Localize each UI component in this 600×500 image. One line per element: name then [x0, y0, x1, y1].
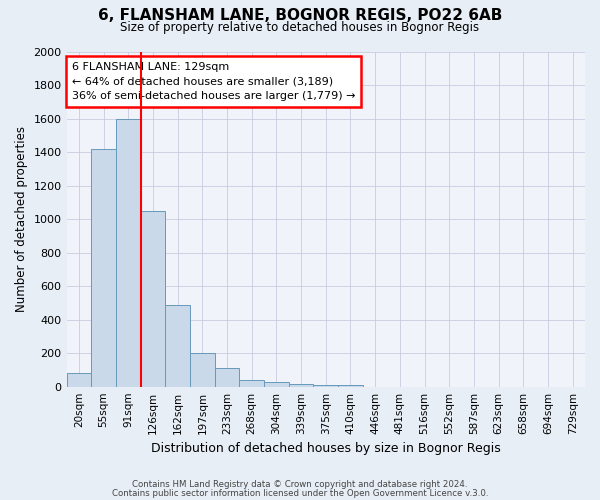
Bar — [264, 382, 289, 386]
Bar — [338, 385, 363, 386]
Bar — [165, 304, 190, 386]
Bar — [239, 380, 264, 386]
Bar — [289, 384, 313, 386]
Bar — [116, 118, 140, 386]
Bar — [190, 353, 215, 386]
Y-axis label: Number of detached properties: Number of detached properties — [15, 126, 28, 312]
Bar — [140, 210, 165, 386]
Bar — [67, 374, 91, 386]
Text: Size of property relative to detached houses in Bognor Regis: Size of property relative to detached ho… — [121, 21, 479, 34]
X-axis label: Distribution of detached houses by size in Bognor Regis: Distribution of detached houses by size … — [151, 442, 500, 455]
Bar — [215, 368, 239, 386]
Text: Contains public sector information licensed under the Open Government Licence v.: Contains public sector information licen… — [112, 489, 488, 498]
Text: 6 FLANSHAM LANE: 129sqm
← 64% of detached houses are smaller (3,189)
36% of semi: 6 FLANSHAM LANE: 129sqm ← 64% of detache… — [72, 62, 355, 101]
Bar — [313, 385, 338, 386]
Text: Contains HM Land Registry data © Crown copyright and database right 2024.: Contains HM Land Registry data © Crown c… — [132, 480, 468, 489]
Text: 6, FLANSHAM LANE, BOGNOR REGIS, PO22 6AB: 6, FLANSHAM LANE, BOGNOR REGIS, PO22 6AB — [98, 8, 502, 23]
Bar — [91, 148, 116, 386]
